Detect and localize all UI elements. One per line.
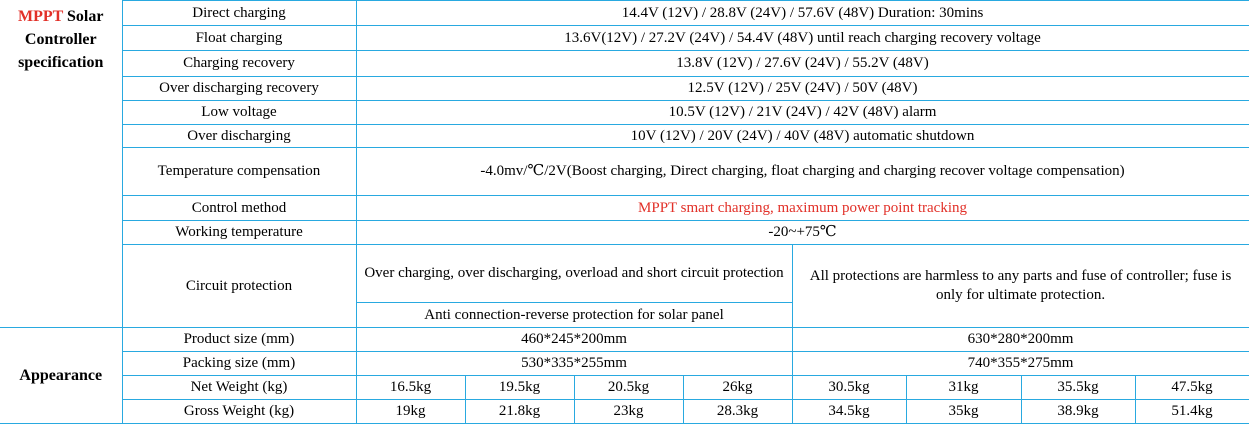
row-label-float-charging: Float charging [121,25,357,51]
gross-weight-cell: 51.4kg [1134,399,1249,424]
row-value-control-method: MPPT smart charging, maximum power point… [355,195,1249,221]
packing-size-right-value: 740*355*275mm [791,351,1249,376]
row-label-circuit-protection: Circuit protection [121,244,357,328]
row-label-charging-recovery: Charging recovery [121,50,357,77]
row-value-low-voltage: 10.5V (12V) / 21V (24V) / 42V (48V) alar… [355,100,1249,125]
gross-weight-cell: 19kg [355,399,466,424]
circuit-protection-right-note: All protections are harmless to any part… [791,244,1249,328]
row-label-net-weight: Net Weight (kg) [121,375,357,400]
row-label-product-size: Product size (mm) [121,327,357,352]
net-weight-cell: 35.5kg [1020,375,1136,400]
net-weight-cell: 19.5kg [464,375,575,400]
gross-weight-cell: 21.8kg [464,399,575,424]
row-value-temperature-compensation: -4.0mv/℃/2V(Boost charging, Direct charg… [355,147,1249,196]
circuit-protection-left-top: Over charging, over discharging, overloa… [355,244,793,303]
row-label-temperature-compensation: Temperature compensation [121,147,357,196]
row-value-direct-charging: 14.4V (12V) / 28.8V (24V) / 57.6V (48V) … [355,0,1249,26]
net-weight-cell: 47.5kg [1134,375,1249,400]
row-label-low-voltage: Low voltage [121,100,357,125]
row-label-working-temperature: Working temperature [121,220,357,245]
row-value-float-charging: 13.6V(12V) / 27.2V (24V) / 54.4V (48V) u… [355,25,1249,51]
row-value-working-temperature: -20~+75℃ [355,220,1249,245]
gross-weight-cell: 34.5kg [791,399,907,424]
net-weight-cell: 20.5kg [573,375,684,400]
packing-size-left-value: 530*335*255mm [355,351,793,376]
net-weight-cell: 31kg [905,375,1022,400]
section-title-appearance: Appearance [0,327,123,424]
spec-title-rest: Solar Controller specification [18,7,104,71]
net-weight-cell: 30.5kg [791,375,907,400]
row-label-control-method: Control method [121,195,357,221]
spec-title-red-part: MPPT [18,7,64,25]
net-weight-cell: 26kg [682,375,793,400]
row-label-over-discharging: Over discharging [121,124,357,148]
row-value-over-discharging: 10V (12V) / 20V (24V) / 40V (48V) automa… [355,124,1249,148]
row-label-direct-charging: Direct charging [121,0,357,26]
gross-weight-cell: 35kg [905,399,1022,424]
section-title-spec: MPPT Solar Controller specification [0,0,123,328]
row-label-gross-weight: Gross Weight (kg) [121,399,357,424]
product-size-right-value: 630*280*200mm [791,327,1249,352]
circuit-protection-left-bottom: Anti connection-reverse protection for s… [355,302,793,328]
row-label-packing-size: Packing size (mm) [121,351,357,376]
row-value-over-discharging-recovery: 12.5V (12V) / 25V (24V) / 50V (48V) [355,76,1249,101]
net-weight-cell: 16.5kg [355,375,466,400]
row-label-over-discharging-recovery: Over discharging recovery [121,76,357,101]
row-value-charging-recovery: 13.8V (12V) / 27.6V (24V) / 55.2V (48V) [355,50,1249,77]
gross-weight-cell: 23kg [573,399,684,424]
gross-weight-cell: 28.3kg [682,399,793,424]
gross-weight-cell: 38.9kg [1020,399,1136,424]
product-size-left-value: 460*245*200mm [355,327,793,352]
